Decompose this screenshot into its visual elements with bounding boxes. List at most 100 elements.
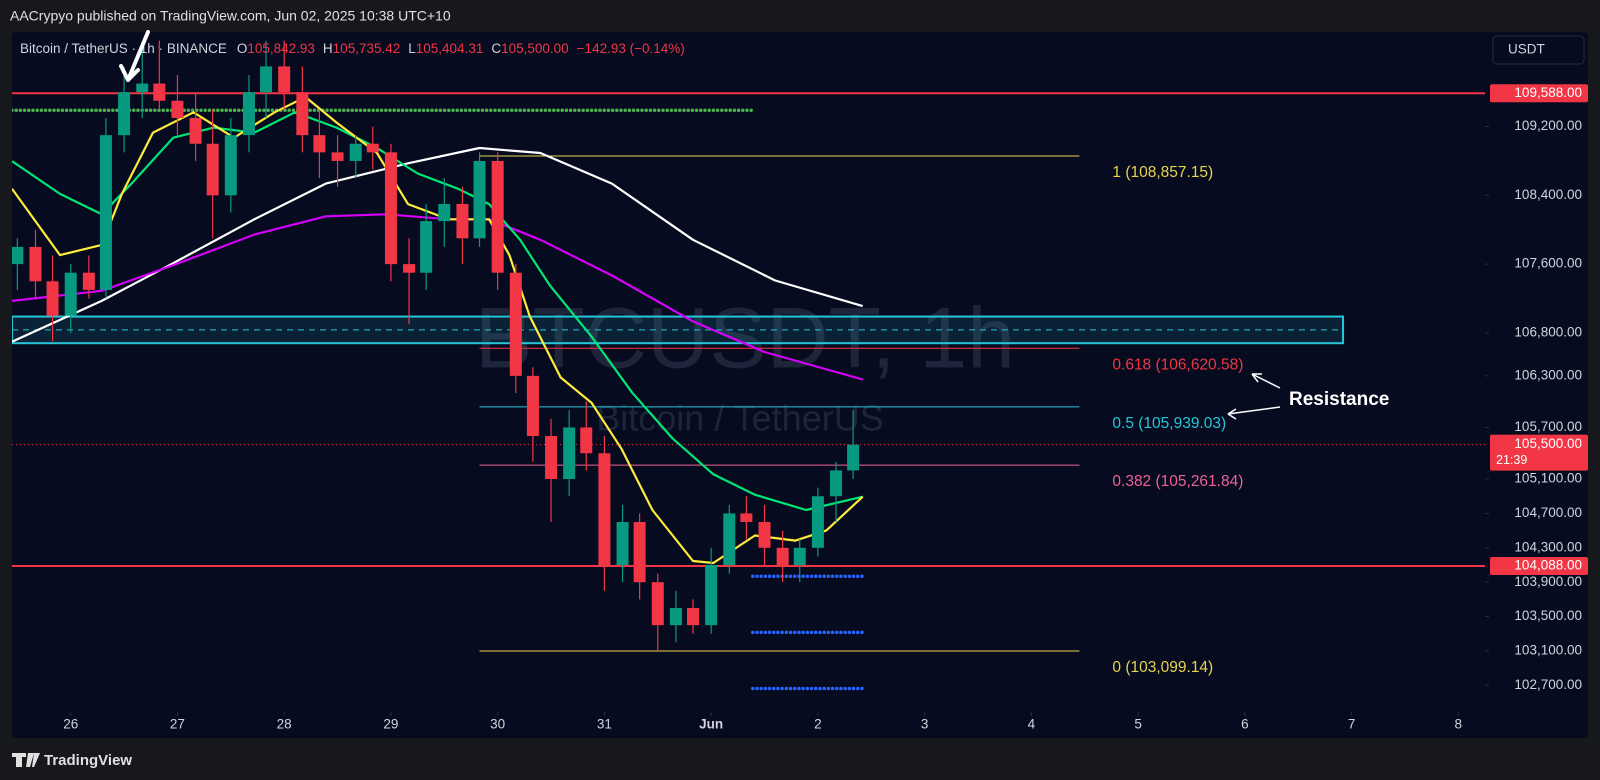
candle-body: [847, 444, 860, 471]
candle-body: [403, 264, 416, 273]
candle-body: [723, 513, 736, 565]
fib-label: 1 (108,857.15): [1112, 164, 1213, 181]
watermark-name: Bitcoin / TetherUS: [596, 398, 883, 439]
candle-body: [82, 272, 95, 290]
candle-body: [171, 100, 184, 118]
price-countdown: 21:39: [1496, 453, 1527, 467]
price-tag: [1490, 434, 1588, 471]
x-tick-label: 8: [1455, 717, 1463, 732]
y-tick-label: 104,300.00: [1514, 539, 1582, 554]
brand-logo: [12, 753, 40, 767]
candle-body: [99, 135, 112, 290]
candle-body: [740, 513, 753, 523]
currency-button[interactable]: [1492, 35, 1585, 65]
candle-body: [473, 160, 486, 239]
candle-body: [686, 607, 699, 626]
legend-key: L: [408, 41, 416, 56]
fib-label: 0.382 (105,261.84): [1112, 473, 1243, 490]
legend-title: Bitcoin / TetherUS · 1h · BINANCE: [20, 41, 227, 56]
y-tick-label: 106,300.00: [1514, 367, 1582, 382]
candle-body: [580, 427, 593, 454]
x-tick-label: 2: [814, 717, 822, 732]
candle-body: [278, 66, 291, 93]
candle-body: [456, 203, 469, 239]
x-tick-label: 5: [1134, 717, 1142, 732]
legend-value: 105,500.00: [501, 41, 569, 56]
legend-value: 105,404.31: [416, 41, 484, 56]
y-tick-label: 105,700.00: [1514, 419, 1582, 434]
annotation-arrow: [1227, 406, 1281, 420]
legend-value: 105,735.42: [333, 41, 401, 56]
candle-body: [189, 117, 202, 144]
legend: Bitcoin / TetherUS · 1h · BINANCE O105,84…: [20, 41, 685, 56]
candle-body: [598, 453, 611, 565]
level-tag: [1490, 557, 1588, 576]
y-tick-label: 105,100.00: [1514, 471, 1582, 486]
level-tag-label: 109,588.00: [1514, 85, 1582, 100]
y-tick-label: 106,800.00: [1514, 324, 1582, 339]
candle-body: [669, 607, 682, 626]
x-tick-label: 4: [1028, 717, 1036, 732]
plot-area: 1 (108,857.15) 0.618 (106,620.58) 0.5 (105…: [12, 40, 1485, 691]
overlay: Bitcoin / TetherUS · 1h · BINANCE O105,84…: [12, 30, 1585, 769]
x-tick-label: 7: [1348, 717, 1356, 732]
x-tick-label: 28: [277, 717, 292, 732]
chart-panel: [12, 32, 1588, 738]
candle-body: [206, 143, 219, 196]
candle-body: [260, 66, 273, 93]
candle-body: [366, 143, 379, 153]
axes: 109,200.00 108,400.00 107,600.00 106,800.00…: [63, 84, 1588, 732]
x-tick-label: 3: [921, 717, 929, 732]
candle-body: [830, 470, 843, 497]
candle-body: [793, 547, 806, 565]
candle-body: [224, 135, 237, 196]
candle-body: [118, 92, 131, 136]
legend-key: H: [323, 41, 333, 56]
candle-body: [64, 272, 77, 316]
y-tick-label: 109,200.00: [1514, 118, 1582, 133]
candle-body: [651, 582, 664, 626]
candle-body: [153, 83, 166, 101]
candle-body: [811, 496, 824, 548]
y-tick-label: 103,100.00: [1514, 643, 1582, 658]
candle-body: [438, 203, 451, 222]
candle-body: [384, 152, 397, 265]
level-tag-label: 104,088.00: [1514, 558, 1582, 573]
y-tick-label: 102,700.00: [1514, 677, 1582, 692]
candle-body: [758, 522, 771, 548]
candle-body: [420, 221, 433, 273]
y-tick-label: 103,500.00: [1514, 608, 1582, 623]
candle-body: [705, 564, 718, 626]
watermark: BTCUSDT, 1h Bitcoin / TetherUS: [475, 291, 1015, 439]
annotation-text: Resistance: [1289, 389, 1389, 410]
candle-body: [331, 152, 344, 161]
candle-body: [491, 160, 504, 273]
candle-body: [776, 547, 789, 565]
fib-label: 0 (103,099.14): [1112, 659, 1213, 676]
y-tick-label: 103,900.00: [1514, 574, 1582, 589]
x-tick-label: 6: [1241, 717, 1249, 732]
legend-value: 105,842.93: [247, 41, 315, 56]
annotation-arrow: [1251, 373, 1281, 389]
y-tick-label: 107,600.00: [1514, 256, 1582, 271]
candle-body: [633, 522, 646, 583]
legend-change: −142.93 (−0.14%): [577, 41, 685, 56]
x-tick-label: Jun: [699, 717, 723, 732]
x-tick-label: 27: [170, 717, 185, 732]
candle-body: [563, 427, 576, 480]
legend-key: C: [491, 41, 501, 56]
candle-body: [509, 272, 522, 376]
level-tag: [1490, 84, 1588, 103]
currency-label[interactable]: USDT: [1508, 42, 1545, 57]
candle-body: [545, 436, 558, 480]
y-tick-label: 104,700.00: [1514, 505, 1582, 520]
x-tick-label: 31: [597, 717, 612, 732]
arrow-marker: [119, 30, 150, 82]
x-tick-label: 29: [383, 717, 398, 732]
ma-line: [12, 95, 864, 565]
legend-key: O: [237, 41, 248, 56]
candle-body: [616, 522, 629, 565]
candle-body: [526, 375, 539, 437]
